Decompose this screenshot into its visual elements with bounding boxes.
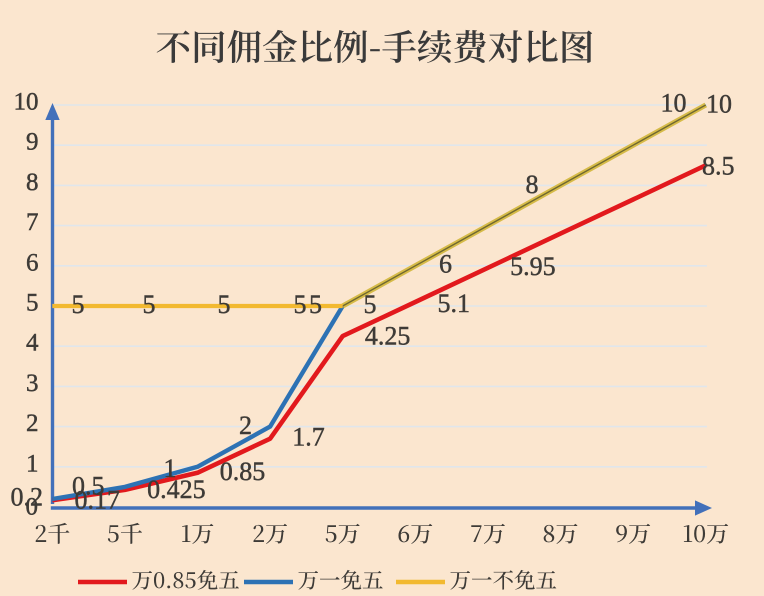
svg-text:0.5: 0.5 bbox=[72, 472, 105, 501]
svg-text:6: 6 bbox=[26, 249, 39, 276]
svg-text:5.1: 5.1 bbox=[438, 289, 471, 318]
svg-text:8.5: 8.5 bbox=[702, 152, 735, 181]
svg-text:1: 1 bbox=[26, 450, 39, 477]
svg-text:8: 8 bbox=[526, 170, 539, 199]
svg-text:0.17: 0.17 bbox=[75, 486, 121, 515]
svg-text:5: 5 bbox=[26, 290, 39, 317]
svg-text:1.7: 1.7 bbox=[292, 423, 325, 452]
svg-text:0.425: 0.425 bbox=[147, 475, 206, 504]
svg-text:7: 7 bbox=[26, 209, 39, 236]
svg-text:4.25: 4.25 bbox=[365, 321, 411, 350]
svg-text:0.85: 0.85 bbox=[220, 457, 266, 486]
svg-text:6: 6 bbox=[439, 250, 452, 279]
svg-text:5: 5 bbox=[294, 290, 307, 319]
svg-text:10: 10 bbox=[706, 90, 732, 119]
svg-text:1: 1 bbox=[164, 454, 177, 483]
svg-text:5: 5 bbox=[218, 290, 231, 319]
svg-text:5.95: 5.95 bbox=[510, 252, 555, 281]
svg-text:10: 10 bbox=[661, 89, 687, 118]
svg-text:0: 0 bbox=[26, 494, 39, 521]
svg-text:5: 5 bbox=[72, 290, 85, 319]
svg-text:5: 5 bbox=[364, 290, 377, 319]
svg-text:10: 10 bbox=[14, 89, 39, 116]
svg-text:0.2: 0.2 bbox=[11, 483, 44, 512]
svg-text:3: 3 bbox=[26, 370, 39, 397]
svg-text:5: 5 bbox=[143, 290, 156, 319]
svg-text:9: 9 bbox=[26, 129, 39, 156]
svg-text:5: 5 bbox=[309, 290, 322, 319]
svg-text:2: 2 bbox=[239, 411, 252, 440]
svg-text:2: 2 bbox=[26, 410, 39, 437]
svg-text:8: 8 bbox=[26, 169, 39, 196]
svg-text:4: 4 bbox=[26, 330, 39, 357]
